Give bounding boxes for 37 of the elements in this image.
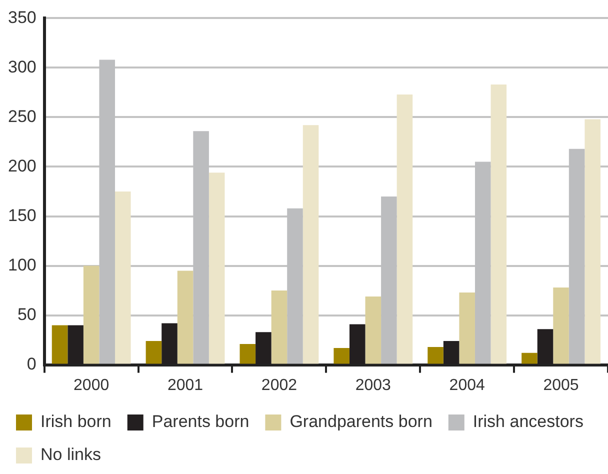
legend-label: Irish ancestors bbox=[472, 412, 584, 432]
legend-label: No links bbox=[40, 445, 101, 464]
legend-label: Grandparents born bbox=[290, 412, 432, 432]
y-tick-label: 200 bbox=[8, 156, 36, 176]
x-tick-label: 2005 bbox=[543, 376, 579, 394]
y-tick-label: 150 bbox=[8, 206, 36, 225]
y-tick-label: 250 bbox=[8, 106, 36, 126]
bar bbox=[115, 192, 131, 364]
bar bbox=[83, 266, 100, 364]
bar bbox=[271, 290, 288, 364]
legend-label: Parents born bbox=[152, 412, 250, 432]
bar bbox=[522, 352, 538, 364]
bar bbox=[208, 172, 225, 364]
y-tick-label: 0 bbox=[26, 354, 36, 374]
bar bbox=[396, 94, 413, 364]
y-tick-label: 300 bbox=[8, 57, 36, 76]
y-tick-label: 350 bbox=[8, 8, 36, 27]
bar bbox=[52, 325, 68, 364]
bar bbox=[146, 341, 162, 364]
legend-label: Irish born bbox=[40, 412, 112, 432]
x-tick-label: 2003 bbox=[355, 376, 392, 394]
bar bbox=[334, 348, 350, 364]
y-tick-label: 50 bbox=[17, 304, 36, 324]
bar bbox=[459, 292, 475, 364]
bar bbox=[553, 288, 569, 364]
x-tick-label: 2001 bbox=[167, 376, 204, 394]
x-tick-label: 2000 bbox=[74, 376, 110, 394]
bar bbox=[584, 119, 600, 364]
bar bbox=[428, 346, 444, 364]
bar bbox=[177, 270, 194, 364]
bar bbox=[302, 125, 319, 364]
bar bbox=[490, 84, 507, 364]
y-tick-label: 100 bbox=[8, 255, 36, 274]
x-tick-label: 2002 bbox=[261, 376, 298, 394]
bar bbox=[365, 296, 382, 364]
x-tick-label: 2004 bbox=[449, 376, 485, 394]
bar bbox=[240, 344, 256, 364]
